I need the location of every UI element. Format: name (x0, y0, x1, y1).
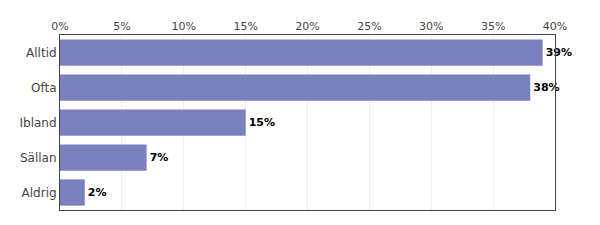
svg-text:Aldrig: Aldrig (22, 186, 57, 200)
svg-text:39%: 39% (546, 46, 572, 59)
svg-text:7%: 7% (150, 151, 169, 164)
svg-text:20%: 20% (295, 20, 319, 33)
svg-text:25%: 25% (357, 20, 381, 33)
svg-text:Ibland: Ibland (20, 116, 57, 130)
svg-text:5%: 5% (113, 20, 130, 33)
svg-text:15%: 15% (233, 20, 257, 33)
svg-text:15%: 15% (249, 116, 275, 129)
svg-text:30%: 30% (419, 20, 443, 33)
svg-text:Sällan: Sällan (20, 151, 57, 165)
svg-text:2%: 2% (88, 186, 107, 199)
svg-text:10%: 10% (172, 20, 196, 33)
svg-text:0%: 0% (51, 20, 68, 33)
svg-text:40%: 40% (543, 20, 567, 33)
svg-text:Ofta: Ofta (31, 81, 57, 95)
svg-text:Alltid: Alltid (26, 46, 57, 60)
svg-text:38%: 38% (533, 81, 559, 94)
svg-text:35%: 35% (481, 20, 505, 33)
